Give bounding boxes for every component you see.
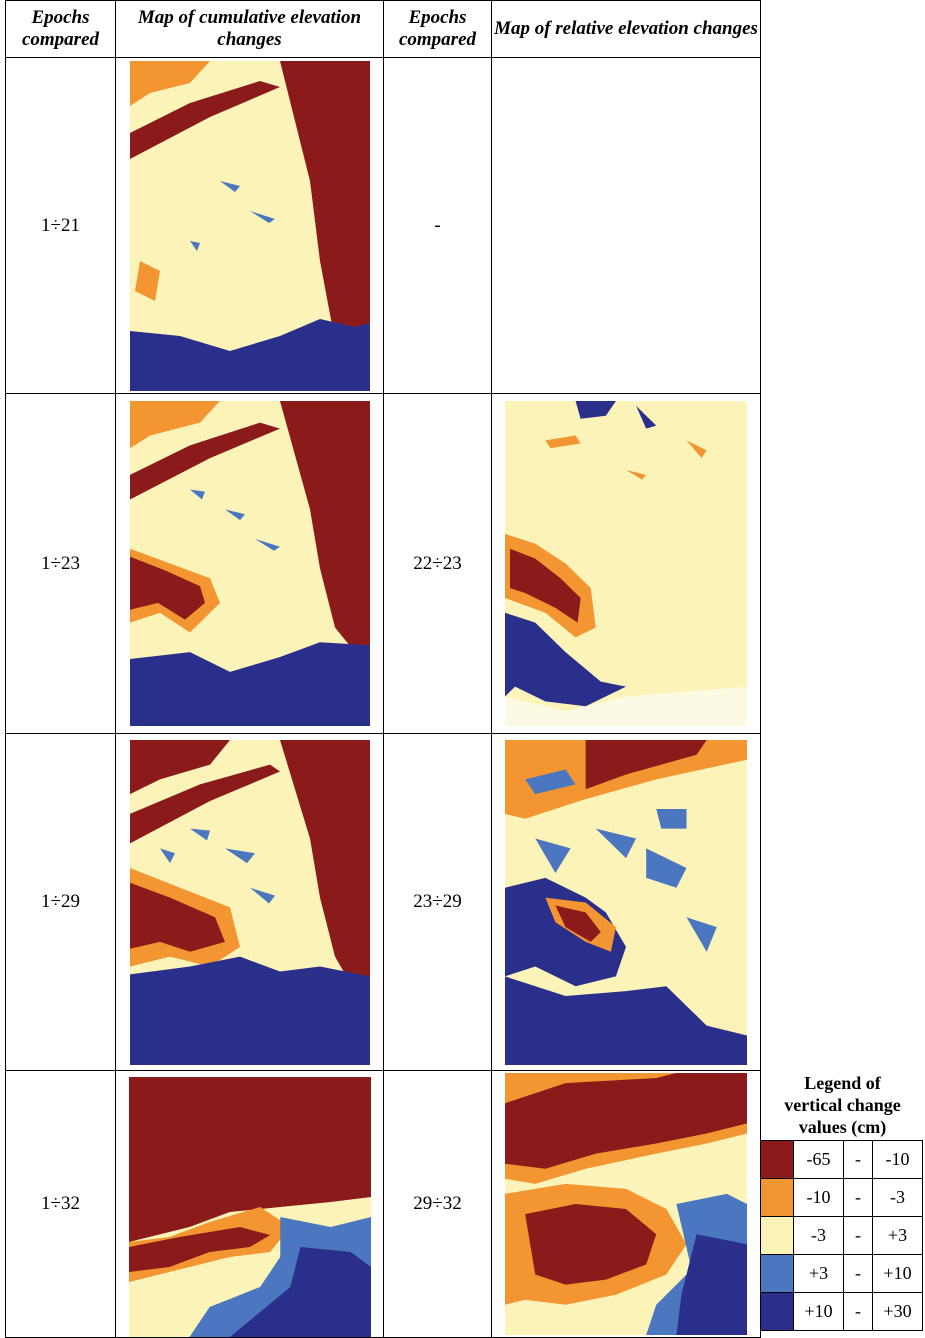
epoch-cell: 1÷21 [6, 58, 116, 394]
legend-swatch [761, 1179, 794, 1217]
legend-swatch [761, 1141, 794, 1179]
legend-to: +30 [873, 1293, 923, 1331]
legend-table: -65--10 -10--3 -3-+3 +3-+10 +10-+30 [760, 1140, 923, 1331]
epoch-cell: 29÷32 [384, 1071, 492, 1338]
epoch-cell: 1÷23 [6, 394, 116, 734]
map-image [505, 401, 747, 726]
epoch-cell: 1÷32 [6, 1071, 116, 1338]
legend-row: +3-+10 [761, 1255, 923, 1293]
legend-from: +3 [794, 1255, 844, 1293]
legend-from: -65 [794, 1141, 844, 1179]
epoch-cell: 1÷29 [6, 734, 116, 1071]
legend-swatch [761, 1255, 794, 1293]
legend-swatch [761, 1217, 794, 1255]
legend-row: -65--10 [761, 1141, 923, 1179]
table-row: 1÷29 23÷29 [6, 734, 761, 1071]
table-row: 1÷32 29÷32 [6, 1071, 761, 1338]
legend-from: -10 [794, 1179, 844, 1217]
legend-title-line: values (cm) [760, 1116, 925, 1138]
legend-title: Legend of vertical change values (cm) [760, 1072, 925, 1138]
map-image [130, 401, 370, 726]
legend-to: +10 [873, 1255, 923, 1293]
legend-from: -3 [794, 1217, 844, 1255]
map-cell [492, 394, 761, 734]
map-image [129, 1077, 371, 1337]
legend-dash: - [844, 1217, 873, 1255]
table-row: 1÷21 - [6, 58, 761, 394]
table-row: 1÷23 22÷23 [6, 394, 761, 734]
page: Epochs compared Map of cumulative elevat… [0, 0, 925, 1333]
legend-title-line: vertical change [760, 1094, 925, 1116]
legend: Legend of vertical change values (cm) -6… [760, 1072, 925, 1331]
epoch-cell: 23÷29 [384, 734, 492, 1071]
header-row: Epochs compared Map of cumulative elevat… [6, 1, 761, 58]
map-image [505, 1073, 747, 1335]
legend-row: -3-+3 [761, 1217, 923, 1255]
epoch-cell: - [384, 58, 492, 394]
legend-swatch [761, 1293, 794, 1331]
header-cell: Map of relative elevation changes [492, 1, 761, 58]
map-cell [116, 734, 384, 1071]
map-cell [116, 58, 384, 394]
map-image [505, 740, 747, 1065]
header-cell: Epochs compared [6, 1, 116, 58]
legend-dash: - [844, 1293, 873, 1331]
legend-to: -3 [873, 1179, 923, 1217]
legend-to: +3 [873, 1217, 923, 1255]
map-cell [116, 394, 384, 734]
map-cell [116, 1071, 384, 1338]
header-cell: Epochs compared [384, 1, 492, 58]
legend-row: -10--3 [761, 1179, 923, 1217]
results-table: Epochs compared Map of cumulative elevat… [5, 0, 761, 1338]
legend-row: +10-+30 [761, 1293, 923, 1331]
map-cell [492, 1071, 761, 1338]
legend-to: -10 [873, 1141, 923, 1179]
legend-from: +10 [794, 1293, 844, 1331]
map-image [130, 61, 370, 391]
map-image [130, 740, 370, 1065]
legend-title-line: Legend of [760, 1072, 925, 1094]
legend-dash: - [844, 1141, 873, 1179]
legend-dash: - [844, 1179, 873, 1217]
epoch-cell: 22÷23 [384, 394, 492, 734]
legend-dash: - [844, 1255, 873, 1293]
map-cell [492, 734, 761, 1071]
empty-cell [492, 58, 761, 394]
header-cell: Map of cumulative elevation changes [116, 1, 384, 58]
